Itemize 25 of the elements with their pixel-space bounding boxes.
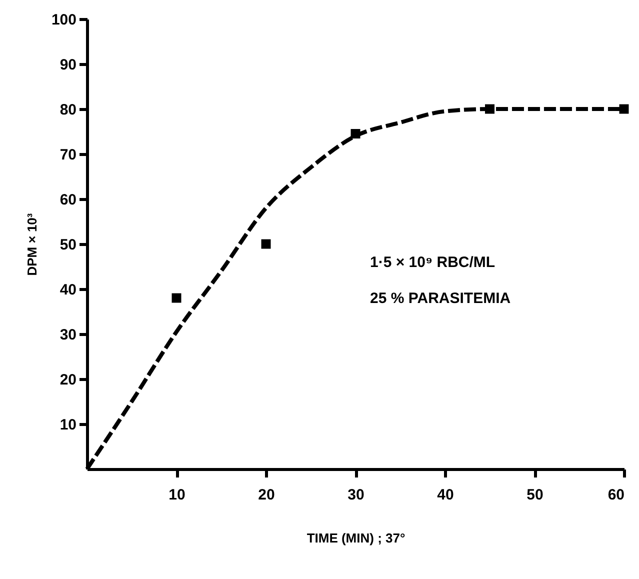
y-tick-label: 100 bbox=[51, 12, 76, 28]
x-tick-label: 20 bbox=[258, 486, 275, 504]
y-tick-label: 70 bbox=[60, 146, 76, 164]
x-tick-label: 40 bbox=[437, 486, 454, 504]
y-tick-label: 40 bbox=[60, 282, 76, 298]
y-tick-label: 50 bbox=[60, 236, 76, 254]
point bbox=[261, 239, 271, 249]
y-tick-label: 30 bbox=[60, 326, 76, 344]
y-axis-title: DPM × 10³ bbox=[24, 212, 40, 276]
y-tick-label: 80 bbox=[60, 102, 76, 118]
annotation: 25 % PARASITEMIA bbox=[370, 290, 511, 307]
point bbox=[172, 293, 182, 303]
point bbox=[350, 129, 360, 138]
x-axis-title: TIME (MIN) ; 37° bbox=[306, 530, 406, 546]
y-tick-label: 20 bbox=[60, 372, 76, 388]
x-tick-label: 50 bbox=[526, 486, 544, 504]
x-tick-label: 10 bbox=[168, 486, 186, 504]
annotation: 1·5 × 10⁹ RBC/ML bbox=[370, 254, 496, 271]
y-tick-label: 60 bbox=[60, 192, 76, 208]
x-tick-label: 60 bbox=[608, 486, 624, 504]
x-tick-label: 30 bbox=[348, 486, 364, 504]
point bbox=[485, 104, 494, 114]
y-tick-label: 90 bbox=[60, 56, 76, 74]
point bbox=[619, 104, 629, 114]
y-tick-label: 10 bbox=[60, 416, 76, 434]
